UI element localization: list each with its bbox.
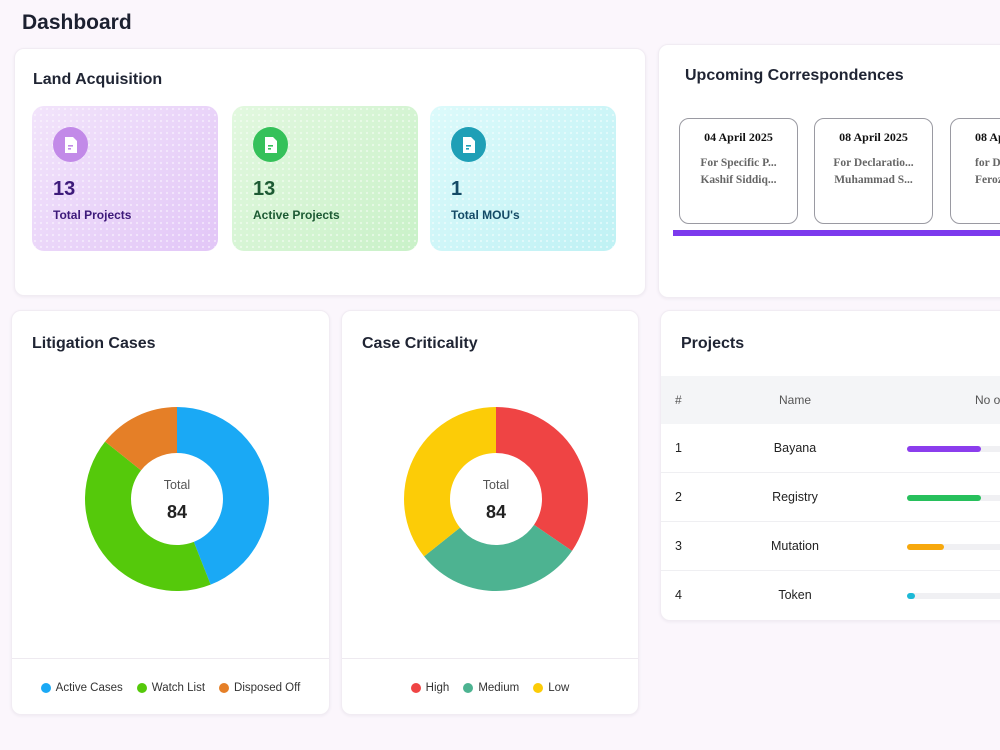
total-projects-value: 13 bbox=[53, 178, 76, 200]
donut-slice-high[interactable] bbox=[496, 407, 588, 551]
correspondence-item[interactable]: 08 Ap for De Ferozp bbox=[950, 118, 1000, 224]
correspondence-subject: For Specific P... bbox=[700, 157, 777, 169]
criticality-total-value: 84 bbox=[485, 502, 507, 522]
total-projects-stat[interactable]: 13 Total Projects bbox=[32, 106, 218, 251]
correspondence-date: 08 Ap bbox=[975, 130, 1000, 144]
legend-item-low[interactable]: Low bbox=[533, 682, 569, 694]
progress-bar-fill bbox=[907, 495, 982, 501]
row-name: Registry bbox=[772, 490, 818, 504]
progress-bar bbox=[907, 544, 1000, 550]
criticality-total-label: Total bbox=[482, 478, 510, 492]
correspondence-date: 04 April 2025 bbox=[704, 130, 773, 144]
litigation-cases-title: Litigation Cases bbox=[32, 335, 156, 352]
progress-bar bbox=[907, 593, 1000, 599]
correspondence-subject: for De bbox=[975, 157, 1000, 169]
projects-table-header: # Name No o bbox=[661, 376, 1000, 424]
total-mou-value: 1 bbox=[451, 178, 463, 200]
litigation-cases-card: Litigation Cases Total 84 Active Cases W… bbox=[11, 310, 330, 715]
case-criticality-title: Case Criticality bbox=[362, 335, 478, 352]
total-projects-label: Total Projects bbox=[53, 208, 132, 222]
table-row[interactable]: 3 Mutation bbox=[661, 522, 1000, 571]
legend-label: Low bbox=[548, 681, 570, 694]
litigation-legend: Active Cases Watch List Disposed Off bbox=[12, 658, 329, 714]
litigation-total-value: 84 bbox=[166, 502, 188, 522]
correspondence-date: 08 April 2025 bbox=[839, 130, 908, 144]
criticality-donut-chart bbox=[404, 407, 588, 591]
row-num: 2 bbox=[675, 490, 682, 504]
projects-card: Projects # Name No o 1 Bayana 2 Registry… bbox=[660, 310, 1000, 621]
land-acquisition-card: Land Acquisition 13 Total Projects 13 Ac… bbox=[14, 48, 646, 296]
row-num: 4 bbox=[675, 588, 682, 602]
legend-label: High bbox=[425, 681, 450, 694]
legend-item-active-cases[interactable]: Active Cases bbox=[40, 681, 123, 694]
projects-title: Projects bbox=[681, 335, 745, 352]
document-icon bbox=[53, 127, 88, 162]
legend-item-watch-list[interactable]: Watch List bbox=[136, 681, 206, 694]
donut-slice-low[interactable] bbox=[404, 407, 496, 557]
active-projects-value: 13 bbox=[253, 178, 276, 200]
donut-slice-medium[interactable] bbox=[424, 524, 573, 591]
correspondence-person: Ferozp bbox=[975, 174, 1000, 186]
correspondences-card: Upcoming Correspondences 04 April 2025 F… bbox=[658, 44, 1000, 298]
litigation-total-label: Total bbox=[163, 478, 191, 492]
progress-bar bbox=[907, 446, 1000, 452]
donut-slice-disposed-off[interactable] bbox=[105, 407, 177, 471]
row-name: Bayana bbox=[773, 441, 817, 455]
correspondence-person: Kashif Siddiq... bbox=[700, 174, 777, 186]
correspondence-item[interactable]: 04 April 2025 For Specific P... Kashif S… bbox=[679, 118, 798, 224]
progress-bar-fill bbox=[907, 446, 982, 452]
legend-label: Watch List bbox=[151, 681, 206, 694]
active-projects-label: Active Projects bbox=[253, 208, 340, 222]
litigation-donut-chart bbox=[85, 407, 269, 591]
donut-slice-watch-list[interactable] bbox=[85, 441, 211, 591]
table-row[interactable]: 4 Token bbox=[661, 571, 1000, 620]
correspondence-subject: For Declaratio... bbox=[833, 157, 914, 169]
case-criticality-card: Case Criticality Total 84 High Medium Lo… bbox=[341, 310, 639, 715]
header-count: No o bbox=[975, 393, 1000, 407]
row-num: 1 bbox=[675, 441, 682, 455]
legend-item-high[interactable]: High bbox=[410, 681, 450, 694]
total-mou-label: Total MOU's bbox=[451, 208, 520, 222]
table-row[interactable]: 2 Registry bbox=[661, 473, 1000, 522]
header-num: # bbox=[675, 393, 682, 407]
document-icon bbox=[253, 127, 288, 162]
row-name: Mutation bbox=[771, 539, 819, 553]
row-name: Token bbox=[778, 588, 812, 602]
land-acquisition-title: Land Acquisition bbox=[33, 71, 163, 88]
progress-bar-fill bbox=[907, 593, 916, 599]
header-name: Name bbox=[778, 393, 811, 407]
progress-bar bbox=[907, 495, 1000, 501]
correspondence-person: Muhammad S... bbox=[834, 174, 913, 186]
progress-bar-fill bbox=[907, 544, 945, 550]
active-projects-stat[interactable]: 13 Active Projects bbox=[232, 106, 418, 251]
donut-slice-active-cases[interactable] bbox=[177, 407, 269, 585]
row-num: 3 bbox=[675, 539, 682, 553]
page-title: Dashboard bbox=[22, 11, 132, 34]
correspondences-title: Upcoming Correspondences bbox=[685, 67, 904, 84]
legend-label: Active Cases bbox=[55, 681, 123, 694]
correspondence-item[interactable]: 08 April 2025 For Declaratio... Muhammad… bbox=[814, 118, 933, 224]
correspondences-scrollbar[interactable] bbox=[673, 230, 1000, 236]
document-icon bbox=[451, 127, 486, 162]
legend-item-disposed-off[interactable]: Disposed Off bbox=[219, 682, 300, 694]
legend-label: Medium bbox=[478, 681, 520, 694]
criticality-legend: High Medium Low bbox=[342, 658, 638, 714]
table-row[interactable]: 1 Bayana bbox=[661, 424, 1000, 473]
legend-label: Disposed Off bbox=[234, 681, 301, 694]
total-mou-stat[interactable]: 1 Total MOU's bbox=[430, 106, 616, 251]
legend-item-medium[interactable]: Medium bbox=[463, 682, 519, 694]
